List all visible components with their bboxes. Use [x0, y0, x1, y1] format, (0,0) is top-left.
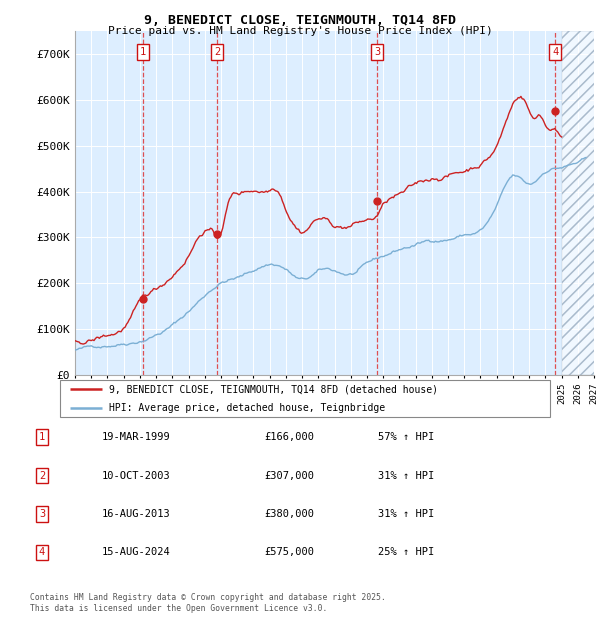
Text: 9, BENEDICT CLOSE, TEIGNMOUTH, TQ14 8FD (detached house): 9, BENEDICT CLOSE, TEIGNMOUTH, TQ14 8FD … [109, 384, 438, 394]
Text: £380,000: £380,000 [264, 509, 314, 519]
Text: £307,000: £307,000 [264, 471, 314, 480]
Text: 1: 1 [140, 47, 146, 57]
Text: Contains HM Land Registry data © Crown copyright and database right 2025.
This d: Contains HM Land Registry data © Crown c… [30, 593, 386, 613]
Bar [562, 31, 600, 375]
Text: 19-MAR-1999: 19-MAR-1999 [102, 432, 171, 442]
Text: 10-OCT-2003: 10-OCT-2003 [102, 471, 171, 480]
Text: 1: 1 [39, 432, 45, 442]
Text: 57% ↑ HPI: 57% ↑ HPI [378, 432, 434, 442]
Text: 16-AUG-2013: 16-AUG-2013 [102, 509, 171, 519]
Text: £575,000: £575,000 [264, 547, 314, 557]
Text: 2: 2 [39, 471, 45, 480]
Text: £166,000: £166,000 [264, 432, 314, 442]
Text: 31% ↑ HPI: 31% ↑ HPI [378, 509, 434, 519]
Text: 4: 4 [552, 47, 559, 57]
Text: 3: 3 [39, 509, 45, 519]
Text: 2: 2 [214, 47, 220, 57]
Text: Price paid vs. HM Land Registry's House Price Index (HPI): Price paid vs. HM Land Registry's House … [107, 26, 493, 36]
Text: 31% ↑ HPI: 31% ↑ HPI [378, 471, 434, 480]
Text: 15-AUG-2024: 15-AUG-2024 [102, 547, 171, 557]
Text: 25% ↑ HPI: 25% ↑ HPI [378, 547, 434, 557]
Text: 4: 4 [39, 547, 45, 557]
Bar [562, 31, 600, 375]
Text: HPI: Average price, detached house, Teignbridge: HPI: Average price, detached house, Teig… [109, 402, 385, 413]
Text: 3: 3 [374, 47, 380, 57]
FancyBboxPatch shape [60, 379, 550, 417]
Text: 9, BENEDICT CLOSE, TEIGNMOUTH, TQ14 8FD: 9, BENEDICT CLOSE, TEIGNMOUTH, TQ14 8FD [144, 14, 456, 27]
